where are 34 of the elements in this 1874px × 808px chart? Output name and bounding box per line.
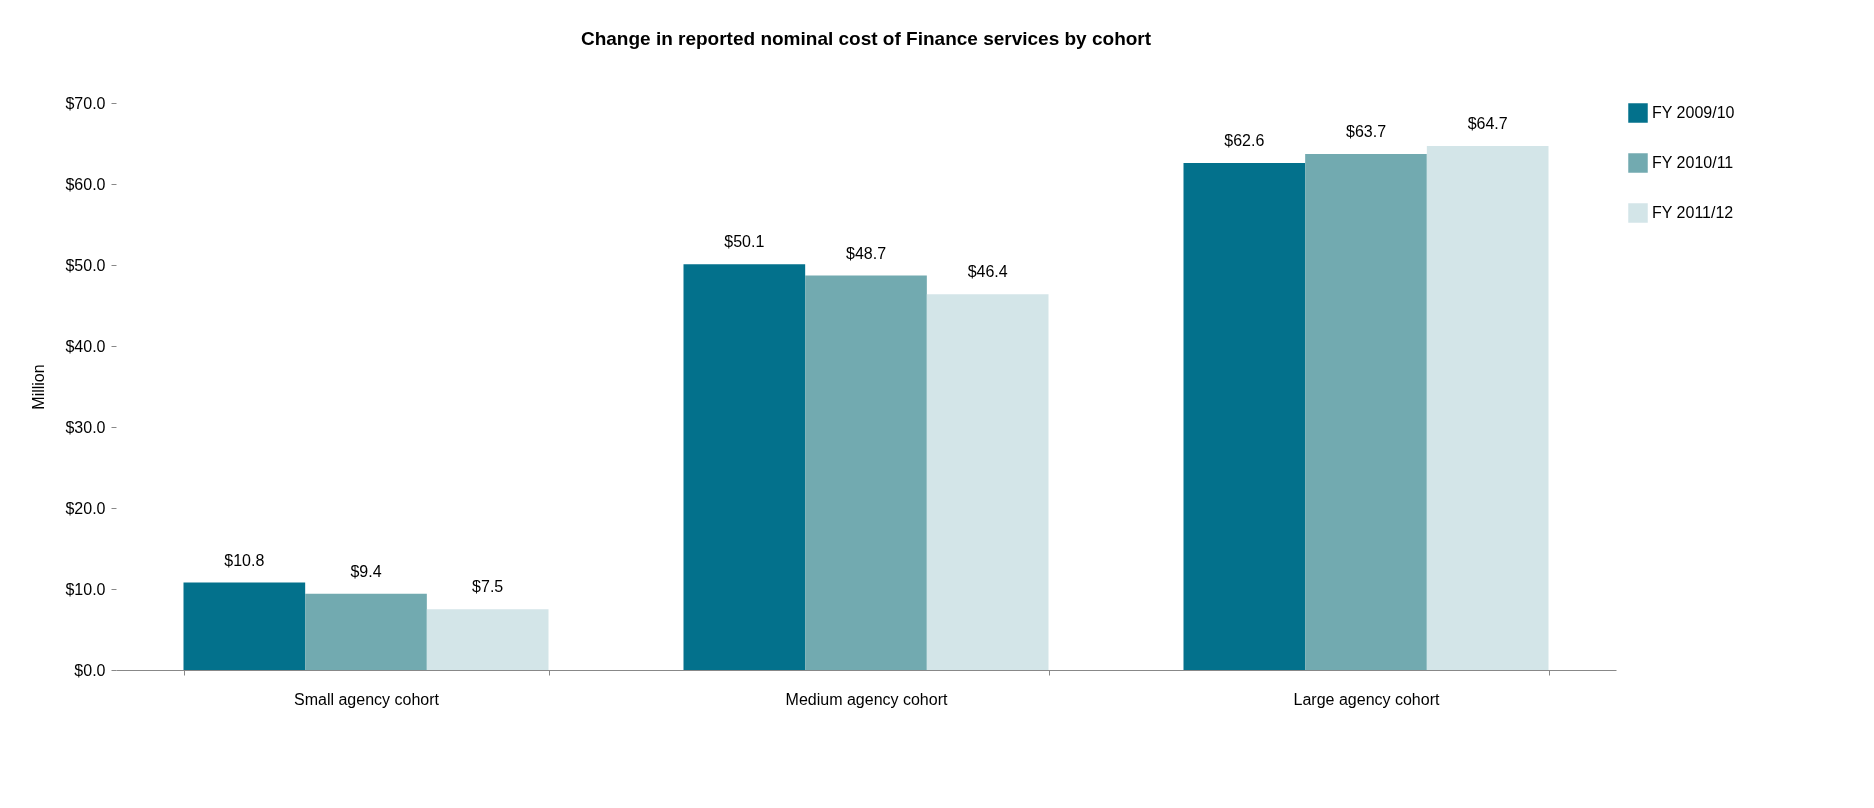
data-label: $48.7 bbox=[845, 244, 887, 262]
y-tick-label: $70.0 bbox=[65, 94, 106, 112]
x-tick-label: Medium agency cohort bbox=[785, 690, 948, 708]
data-label: $9.4 bbox=[350, 562, 382, 580]
legend-label: FY 2011/12 bbox=[1652, 204, 1734, 221]
bar bbox=[805, 275, 927, 670]
y-tick-label: $10.0 bbox=[65, 580, 106, 598]
y-tick-label: $20.0 bbox=[65, 499, 106, 517]
data-label: $7.5 bbox=[472, 578, 504, 596]
bar bbox=[426, 609, 549, 670]
bar bbox=[926, 294, 1049, 670]
y-axis-title: Million bbox=[30, 364, 48, 410]
data-label: $50.1 bbox=[724, 233, 765, 251]
x-tick-label: Small agency cohort bbox=[294, 690, 440, 708]
data-label: $62.6 bbox=[1224, 131, 1265, 149]
y-tick-label: $40.0 bbox=[65, 337, 106, 355]
bar bbox=[683, 264, 806, 670]
y-tick-label: $30.0 bbox=[65, 418, 106, 436]
bar bbox=[183, 582, 306, 670]
legend-label: FY 2009/10 bbox=[1652, 104, 1735, 121]
data-label: $46.4 bbox=[967, 263, 1008, 281]
legend-label: FY 2010/11 bbox=[1652, 154, 1734, 171]
y-tick-label: $60.0 bbox=[65, 175, 106, 193]
x-tick-label: Large agency cohort bbox=[1293, 690, 1440, 708]
bar bbox=[305, 593, 427, 670]
bar bbox=[1305, 154, 1427, 670]
bar bbox=[1183, 162, 1306, 670]
data-label: $10.8 bbox=[224, 551, 265, 569]
chart-title: Change in reported nominal cost of Finance services by cohort bbox=[580, 28, 1152, 49]
y-tick-label: $0.0 bbox=[74, 661, 106, 679]
data-label: $63.7 bbox=[1345, 123, 1387, 141]
bar bbox=[1426, 145, 1549, 670]
data-label: $64.7 bbox=[1467, 114, 1508, 132]
y-tick-label: $50.0 bbox=[65, 256, 106, 274]
